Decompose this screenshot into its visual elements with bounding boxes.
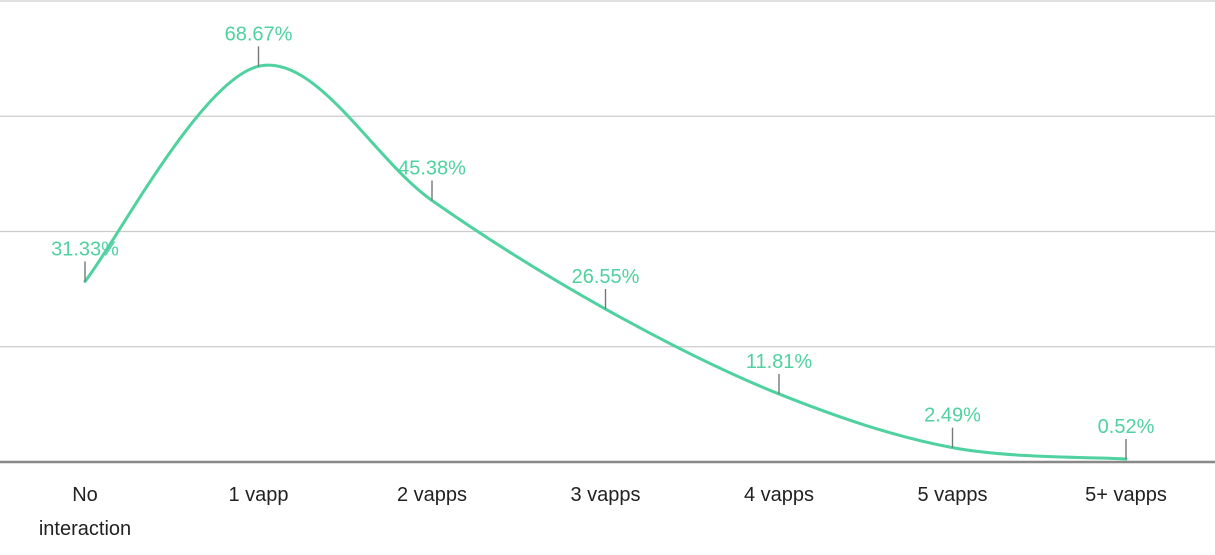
series-line: [83, 63, 1128, 461]
x-tick-label: No interaction: [39, 484, 131, 540]
data-label: 0.52%: [1098, 416, 1155, 438]
data-label: 2.49%: [924, 405, 981, 427]
x-tick-label: 3 vapps: [570, 484, 640, 506]
x-tick-label: 5 vapps: [917, 484, 987, 506]
series-layer: [83, 63, 1128, 461]
x-tick-label: 4 vapps: [744, 484, 814, 506]
x-tick-label: 2 vapps: [397, 484, 467, 506]
data-label: 68.67%: [225, 23, 293, 45]
data-label: 26.55%: [572, 266, 640, 288]
data-label: 45.38%: [398, 157, 466, 179]
x-tick-label: 5+ vapps: [1085, 484, 1167, 506]
x-axis-tick-labels: No interaction 1 vapp 2 vapps 3 vapps 4 vapps…: [39, 484, 1167, 540]
gridlines: [0, 0, 1215, 464]
data-label: 11.81%: [746, 351, 813, 373]
data-labels: 31.33% 68.67% 45.38% 26.55% 11.81% 2.49% 0.52%: [51, 23, 1155, 460]
data-label: 31.33%: [51, 238, 119, 260]
x-tick-label: 1 vapp: [228, 484, 288, 506]
